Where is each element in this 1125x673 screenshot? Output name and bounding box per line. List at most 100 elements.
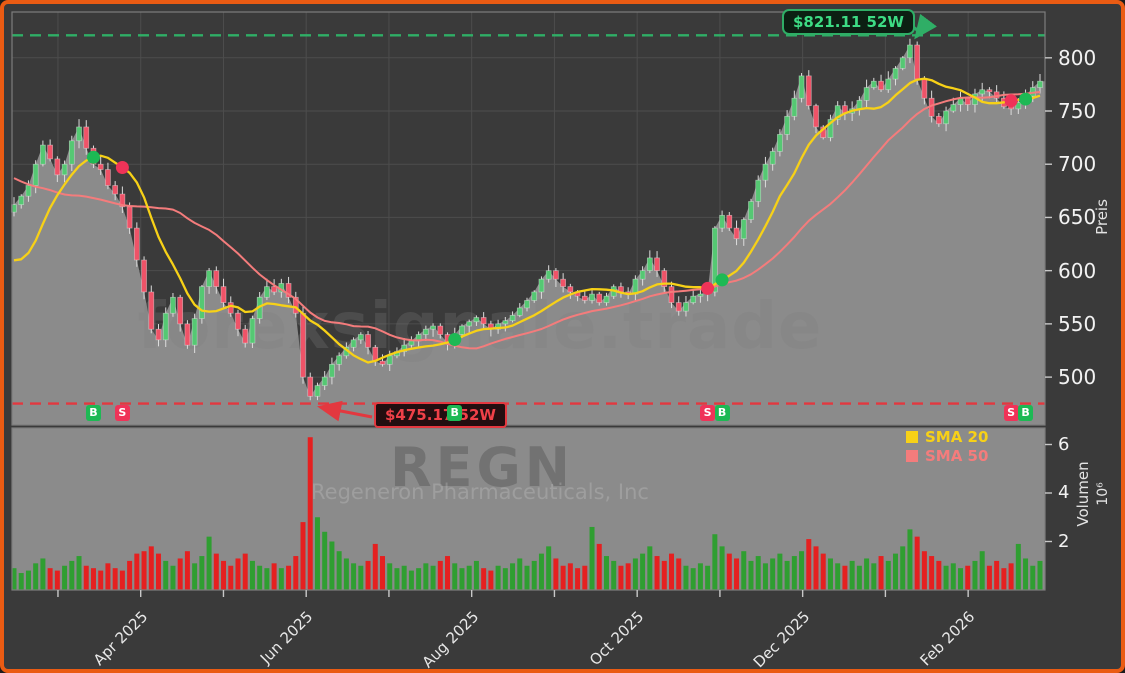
sma50-line xyxy=(13,91,1041,350)
candle-down xyxy=(213,270,220,287)
death-cross-dot xyxy=(115,161,129,175)
candle-down xyxy=(285,283,292,298)
candle-up xyxy=(683,302,689,312)
candle-down xyxy=(878,80,884,91)
volume-bar xyxy=(791,556,797,590)
volume-bar xyxy=(466,565,472,590)
candle-up xyxy=(1015,102,1022,110)
candle-up xyxy=(524,300,530,309)
candle-down xyxy=(105,169,111,186)
candle-up xyxy=(603,295,610,303)
volume-bar xyxy=(958,568,964,590)
volume-bar xyxy=(784,560,790,590)
candle-down xyxy=(307,376,314,397)
candle-down xyxy=(654,257,660,272)
volume-bar xyxy=(697,563,703,590)
candle-up xyxy=(191,318,198,346)
candle-down xyxy=(379,360,386,365)
candle-up xyxy=(545,270,552,280)
candle-up xyxy=(40,144,46,165)
volume-bar xyxy=(351,563,357,590)
candle-up xyxy=(791,97,798,117)
candle-up xyxy=(68,140,75,165)
candle-up xyxy=(740,219,747,240)
candle-down xyxy=(235,312,241,330)
candle-down xyxy=(220,286,227,303)
panel-spine xyxy=(11,427,1046,591)
volume-bar xyxy=(408,570,414,590)
volume-bar xyxy=(690,568,696,590)
volume-bar xyxy=(950,563,956,590)
volume-bar xyxy=(156,553,162,590)
candle-up xyxy=(32,163,39,186)
volume-bar xyxy=(1008,563,1014,590)
volume-bar xyxy=(936,560,942,590)
candle-up xyxy=(336,355,342,365)
volume-bar xyxy=(676,558,682,590)
volume-bar xyxy=(582,565,588,590)
candle-up xyxy=(719,214,725,229)
candle-down xyxy=(668,286,675,303)
volume-bar xyxy=(618,565,624,590)
volume-bar xyxy=(423,563,429,590)
candle-down xyxy=(675,302,682,312)
candle-down xyxy=(733,227,740,240)
volume-bar xyxy=(242,553,248,590)
volume-bar xyxy=(235,558,241,590)
candle-down xyxy=(227,302,234,314)
volume-bar xyxy=(416,568,422,590)
candle-down xyxy=(47,144,53,160)
volume-bar xyxy=(611,560,617,590)
volume-bar xyxy=(914,536,920,590)
volume-bar xyxy=(654,556,660,590)
candle-up xyxy=(350,339,357,348)
candle-up xyxy=(907,44,913,59)
candle-up xyxy=(509,315,516,322)
volume-bar xyxy=(459,568,465,590)
volume-bar xyxy=(40,558,46,590)
candle-up xyxy=(885,78,892,91)
volume-bar xyxy=(379,556,385,590)
volume-bar xyxy=(820,553,826,590)
volume-bar xyxy=(1023,558,1029,590)
volume-bar xyxy=(249,560,255,590)
candle-up xyxy=(314,385,321,397)
candle-up xyxy=(777,134,783,152)
volume-bar xyxy=(994,560,1000,590)
candle-up xyxy=(798,75,805,99)
candle-down xyxy=(141,259,147,293)
volume-bar xyxy=(127,560,133,590)
candle-down xyxy=(242,328,249,344)
volume-bar xyxy=(726,553,732,590)
volume-bar xyxy=(192,563,198,590)
candle-up xyxy=(979,89,986,95)
candle-up xyxy=(769,151,776,165)
candle-up xyxy=(827,119,834,138)
volume-bar xyxy=(799,551,805,590)
volume-bar xyxy=(647,546,653,590)
watermark-company: Regeneron Pharmaceuticals, Inc xyxy=(311,480,649,504)
candle-down xyxy=(54,158,61,176)
candle-up xyxy=(321,376,328,386)
volume-bar xyxy=(473,560,479,590)
candle-up xyxy=(61,163,68,176)
volume-bar xyxy=(336,551,342,590)
volume-bar xyxy=(25,570,31,590)
volume-bar xyxy=(560,565,566,590)
volume-bar xyxy=(98,570,104,590)
overlays-layer xyxy=(11,11,1052,597)
volume-bar xyxy=(856,565,862,590)
volume-bar xyxy=(929,556,935,590)
volume-bar xyxy=(170,565,176,590)
volume-bar xyxy=(445,556,451,590)
volume-bar xyxy=(965,565,971,590)
volume-bar xyxy=(1015,543,1021,590)
volume-bar xyxy=(293,556,299,590)
candle-up xyxy=(459,325,465,335)
volume-bar xyxy=(177,558,183,590)
volume-bar xyxy=(683,565,689,590)
candle-up xyxy=(206,270,212,287)
volume-bar xyxy=(148,546,154,590)
candle-down xyxy=(148,291,155,330)
